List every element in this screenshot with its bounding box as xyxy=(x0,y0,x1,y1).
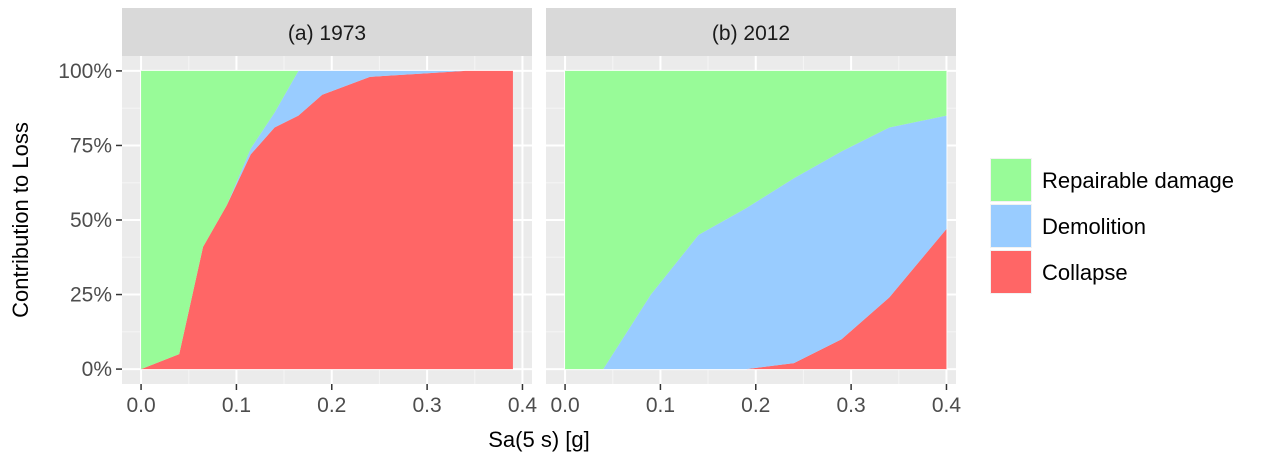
panel-1-strip xyxy=(122,8,532,56)
panel-1-x-tick-label: 0.0 xyxy=(126,394,155,417)
panel-2-strip xyxy=(546,8,956,56)
y-tick-label: 0% xyxy=(82,358,112,381)
panel-1-x-tick-label: 0.1 xyxy=(222,394,251,417)
legend-swatch-repairable-damage xyxy=(991,159,1031,201)
panel-2-x-tick-label: 0.3 xyxy=(837,394,866,417)
legend-swatch-demolition xyxy=(991,205,1031,247)
y-axis-title: Contribution to Loss xyxy=(8,122,33,318)
legend-swatch-collapse xyxy=(991,251,1031,293)
panel-2-x-tick-label: 0.2 xyxy=(741,394,770,417)
panel-2-title: (b) 2012 xyxy=(712,22,790,45)
panel-1-title: (a) 1973 xyxy=(288,22,366,45)
panel-2-area-collapse xyxy=(565,228,947,370)
legend-label-demolition: Demolition xyxy=(1042,214,1146,239)
panel-1-x-tick-label: 0.4 xyxy=(508,394,538,417)
panel-2-x-tick-label: 0.1 xyxy=(646,394,675,417)
legend-label-collapse: Collapse xyxy=(1042,260,1128,285)
y-tick-label: 75% xyxy=(70,134,112,157)
panel-1-area-repairable-damage xyxy=(141,70,513,370)
y-tick-label: 25% xyxy=(70,284,112,307)
panel-2-area-repairable-damage xyxy=(565,70,947,370)
panel-1-x-tick-label: 0.2 xyxy=(317,394,346,417)
panel-2-x-tick-label: 0.4 xyxy=(932,394,962,417)
panel-1-area-collapse xyxy=(141,70,513,370)
panel-2-area-demolition xyxy=(565,115,947,370)
x-axis-title: Sa(5 s) [g] xyxy=(488,427,589,452)
panel-2-x-tick-label: 0.0 xyxy=(550,394,579,417)
legend-label-repairable-damage: Repairable damage xyxy=(1042,168,1234,193)
panel-1-x-tick-label: 0.3 xyxy=(413,394,442,417)
y-tick-label: 50% xyxy=(70,209,112,232)
y-tick-label: 100% xyxy=(58,60,112,83)
